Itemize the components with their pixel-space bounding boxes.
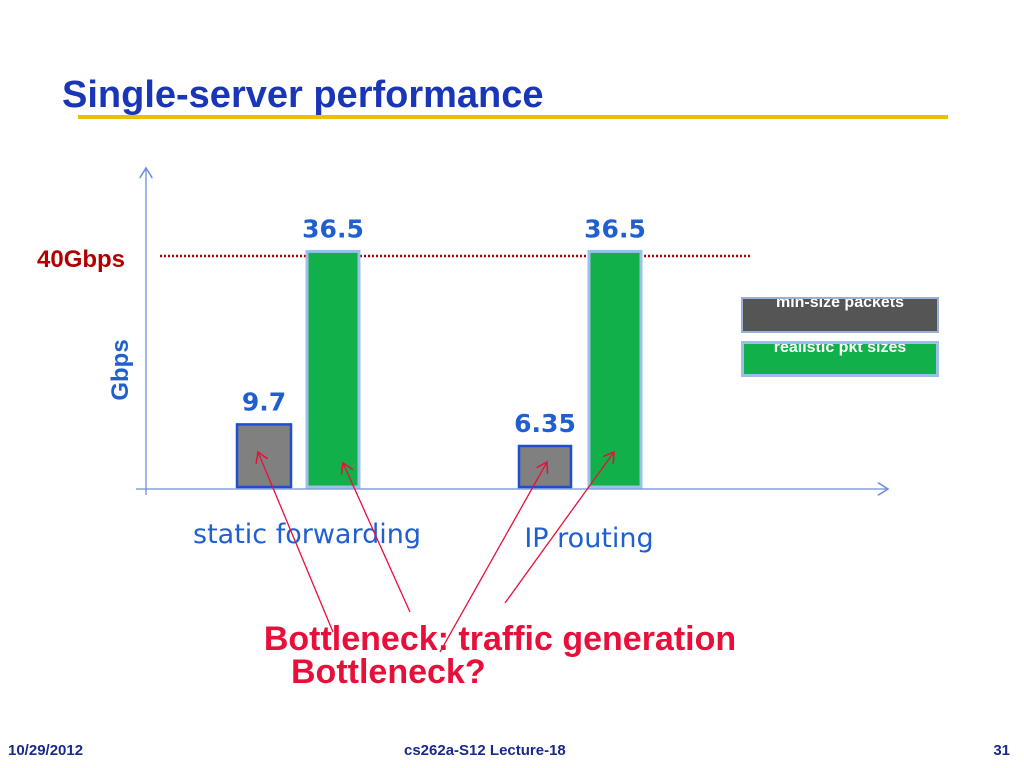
legend-entry-realistic-pkt-sizes: realistic pkt sizes [741, 341, 939, 377]
annotation-arrow [504, 452, 614, 604]
legend-label-realistic-pkt-sizes: realistic pkt sizes [773, 341, 907, 356]
data-label-min-size-ip-routing: 6.35 [514, 409, 576, 438]
footer-page-number: 31 [993, 742, 1010, 759]
bar-realistic-static-forwarding [305, 249, 361, 489]
legend-label-min-size-packets: min-size packets [775, 297, 905, 311]
category-label-static-forwarding: static forwarding [193, 519, 421, 550]
annotation-arrow [258, 452, 334, 633]
data-label-realistic-ip-routing: 36.5 [584, 214, 646, 243]
data-label-min-size-static-forwarding: 9.7 [242, 387, 286, 416]
annotation-arrow [343, 463, 411, 613]
y-axis-label: Gbps [107, 339, 134, 400]
annotation-bottleneck-question: Bottleneck? [291, 653, 486, 691]
bar-min-size-static-forwarding [235, 423, 293, 489]
bar-realistic-ip-routing [587, 249, 643, 489]
annotation-bottleneck-traffic: Bottleneck: traffic generation [264, 620, 736, 658]
annotation-arrow [439, 462, 547, 653]
data-label-realistic-static-forwarding: 36.5 [302, 214, 364, 243]
bar-min-size-ip-routing [517, 444, 573, 489]
footer-date: 10/29/2012 [8, 742, 84, 759]
title-underline [78, 115, 948, 119]
slide-title: Single-server performance [62, 74, 544, 116]
legend-entry-min-size-packets: min-size packets [741, 297, 939, 333]
footer-course: cs262a-S12 Lecture-18 [404, 742, 566, 759]
category-label-ip-routing: IP routing [524, 523, 653, 554]
reference-line-label: 40Gbps [37, 246, 125, 273]
